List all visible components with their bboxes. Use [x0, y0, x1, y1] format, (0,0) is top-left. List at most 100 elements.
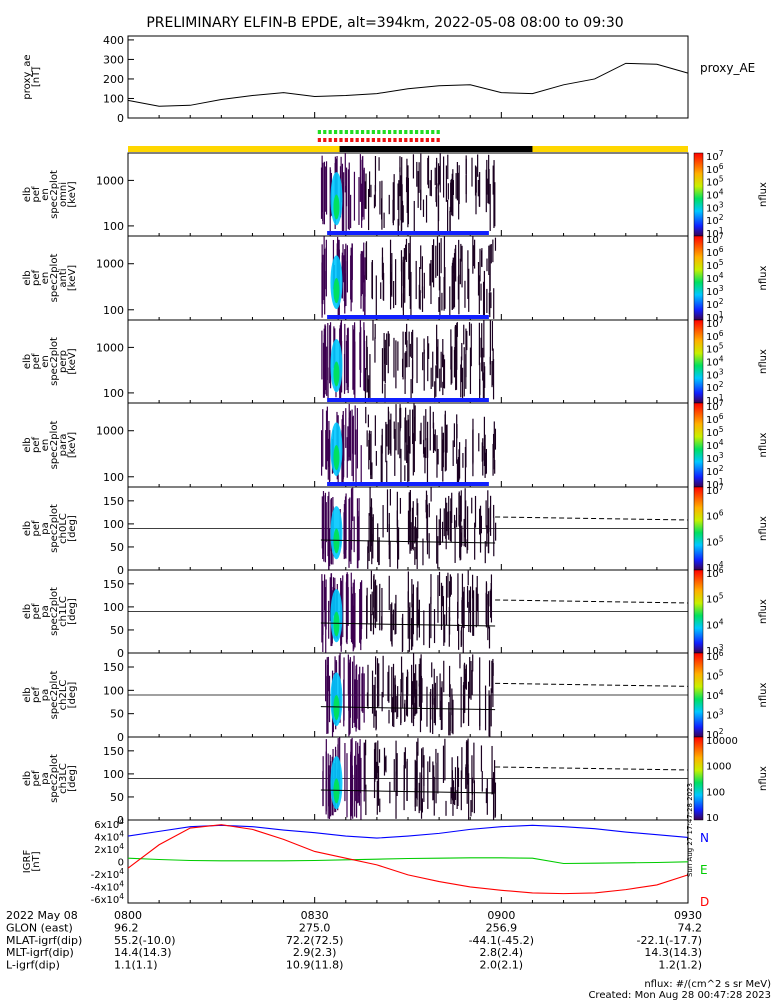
spectrogram-streak	[406, 158, 408, 193]
spectrogram-streak	[353, 655, 355, 723]
colorbar-label: nflux	[758, 349, 769, 374]
footer-value: 0800	[114, 909, 142, 922]
colorbar-label: nflux	[758, 599, 769, 624]
spectrogram-streak	[434, 429, 436, 452]
status-tick-red	[366, 138, 370, 142]
status-tick-red	[431, 138, 435, 142]
colorbar-tick: 104	[706, 438, 724, 452]
spectrogram-streak	[328, 600, 330, 639]
spectrogram-streak	[489, 183, 491, 231]
spectrogram-streak	[448, 665, 451, 697]
spectrogram-streak	[345, 243, 347, 306]
spectrogram-streak	[421, 256, 423, 294]
spectrogram-streak	[406, 323, 408, 348]
spectrogram-streak	[378, 540, 380, 566]
spectrogram-streak	[383, 272, 385, 301]
spectrogram-streak	[368, 439, 370, 470]
loss-cone-line-solid	[320, 789, 496, 794]
spectrogram-streak	[411, 331, 413, 359]
colorbar-tick: 103	[706, 367, 724, 381]
ylabel-ch0: pa	[40, 522, 51, 534]
status-tick-green	[377, 130, 381, 134]
spectrogram-streak	[406, 340, 408, 368]
spectrogram-streak	[327, 753, 329, 819]
spectrogram-streak	[355, 668, 357, 715]
spectrogram-streak	[437, 195, 440, 222]
spectrogram-streak	[368, 171, 371, 198]
spectrogram-streak	[375, 450, 377, 466]
panel-frame	[127, 319, 689, 404]
spectrogram-streak	[377, 766, 380, 806]
spectrogram-streak	[395, 259, 397, 306]
spectrogram-streak	[369, 487, 371, 516]
footer-value: 275.0	[299, 921, 331, 934]
colorbar-tick: 103	[706, 451, 724, 465]
status-tick-red	[377, 138, 381, 142]
footer-value: 256.9	[486, 921, 518, 934]
spectrogram-streak	[444, 614, 446, 643]
spectrogram-streak	[405, 351, 407, 368]
spectrogram-streak	[324, 324, 326, 395]
spectrogram-streak	[483, 270, 486, 316]
spectrogram-streak	[364, 368, 367, 403]
spectrogram-streak	[429, 263, 431, 286]
spectrogram-baseline	[327, 231, 489, 235]
spectrogram-streak	[322, 409, 324, 467]
spectrogram-streak	[434, 381, 436, 403]
colorbar-tick: 104	[706, 560, 724, 574]
spectrogram-streak	[493, 760, 496, 793]
footer-value: 96.2	[114, 921, 139, 934]
spectrogram-streak	[375, 275, 377, 320]
colorbar-tick: 102	[706, 213, 724, 227]
spectrogram-baseline	[327, 482, 489, 486]
spectrogram-streak	[455, 173, 457, 199]
spectrogram-streak	[397, 686, 399, 718]
spectrogram-streak	[327, 438, 329, 480]
spectrogram-streak	[394, 603, 396, 635]
status-tick-red	[350, 138, 354, 142]
spectrogram-streak	[459, 258, 461, 285]
status-tick-green	[382, 130, 386, 134]
spectrogram-streak	[348, 526, 350, 561]
spectrogram-streak	[480, 745, 483, 772]
spectrogram-streak	[371, 670, 374, 714]
spectrogram-streak	[366, 335, 368, 370]
legend-igrf-N: N	[700, 831, 709, 845]
spectrogram-streak	[430, 367, 432, 390]
spectrogram-streak	[428, 603, 431, 648]
spectrogram-streak	[378, 749, 381, 763]
spectrogram-streak	[371, 262, 373, 299]
spectrogram-streak	[433, 698, 435, 724]
spectrogram-streak	[490, 688, 492, 727]
footer-value: 0900	[487, 909, 515, 922]
colorbar-label: nflux	[758, 265, 769, 290]
spectrogram-streak	[437, 448, 439, 465]
ylabel-omni: pef	[31, 186, 42, 203]
spectrogram-streak	[359, 582, 362, 644]
spectrogram-streak	[421, 678, 423, 703]
spectrogram-streak	[413, 200, 415, 234]
spectrogram-streak	[365, 241, 368, 280]
spectrogram-streak	[420, 775, 423, 819]
spectrogram-streak	[449, 511, 451, 542]
spectrogram-streak	[416, 527, 418, 569]
spectrogram-streak	[494, 782, 497, 817]
ylabel-ch1: spec2plot	[49, 587, 60, 636]
spectrogram-streak	[473, 742, 475, 784]
spectrogram-streak	[368, 513, 370, 562]
spectrogram-streak	[359, 739, 361, 794]
spectrogram-streak	[492, 433, 495, 458]
spectrogram-streak	[413, 403, 415, 451]
spectrogram-streak	[430, 596, 432, 639]
spectrogram-streak	[397, 183, 399, 211]
spectrogram-streak	[461, 245, 463, 288]
y-tick-label: 1000	[96, 174, 124, 187]
spectrogram-streak	[363, 330, 365, 379]
spectrogram-streak	[389, 419, 391, 454]
spectrogram-streak	[374, 185, 376, 207]
spectrogram-streak	[453, 274, 455, 309]
colorbar-tick: 105	[706, 425, 724, 439]
spectrogram-streak	[463, 518, 465, 547]
spectrogram-streak	[472, 430, 474, 477]
spectrogram-streak	[364, 257, 366, 297]
